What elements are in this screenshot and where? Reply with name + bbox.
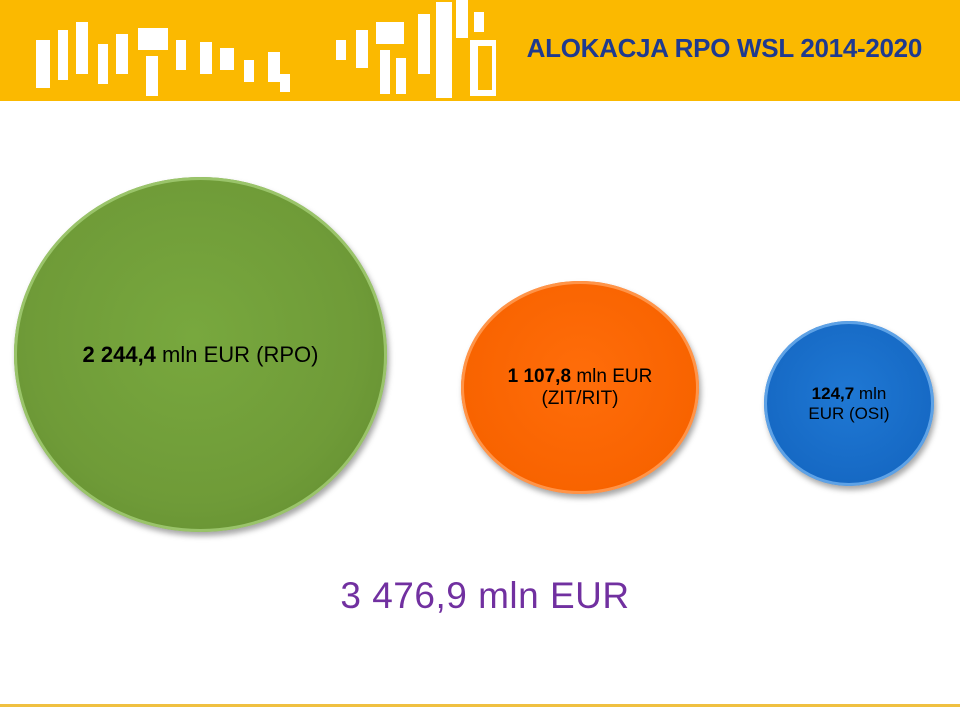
page-title: ALOKACJA RPO WSL 2014-2020 — [526, 33, 923, 63]
bubble-zit-rit-value: 1 107,8 — [507, 365, 572, 387]
bubble-rpo: 2 244,4 mln EUR (RPO) — [14, 177, 387, 532]
eu-funds-logo-icon — [36, 0, 496, 98]
bubble-zit-rit-label2: (ZIT/RIT) — [541, 387, 619, 409]
bubble-zit-rit-line1: 1 107,8 mln EUR — [508, 366, 653, 388]
bubble-zit-rit-label: mln EUR — [571, 365, 653, 387]
bubble-rpo-value: 2 244,4 — [82, 341, 156, 367]
bubble-osi-value: 124,7 — [811, 383, 855, 403]
bubble-osi-label: mln — [854, 383, 887, 403]
bubble-zit-rit: 1 107,8 mln EUR (ZIT/RIT) — [461, 281, 699, 494]
header-banner: ALOKACJA RPO WSL 2014-2020 — [0, 0, 960, 101]
bubble-osi: 124,7 mln EUR (OSI) — [764, 321, 934, 486]
bubble-osi-label2: EUR (OSI) — [808, 403, 890, 423]
bubble-rpo-text: 2 244,4 mln EUR (RPO) — [83, 342, 319, 367]
footer-divider — [0, 704, 960, 707]
bubble-rpo-label: mln EUR (RPO) — [155, 341, 319, 367]
total-allocation: 3 476,9 mln EUR — [340, 575, 630, 616]
bubble-osi-line1: 124,7 mln — [812, 384, 887, 404]
